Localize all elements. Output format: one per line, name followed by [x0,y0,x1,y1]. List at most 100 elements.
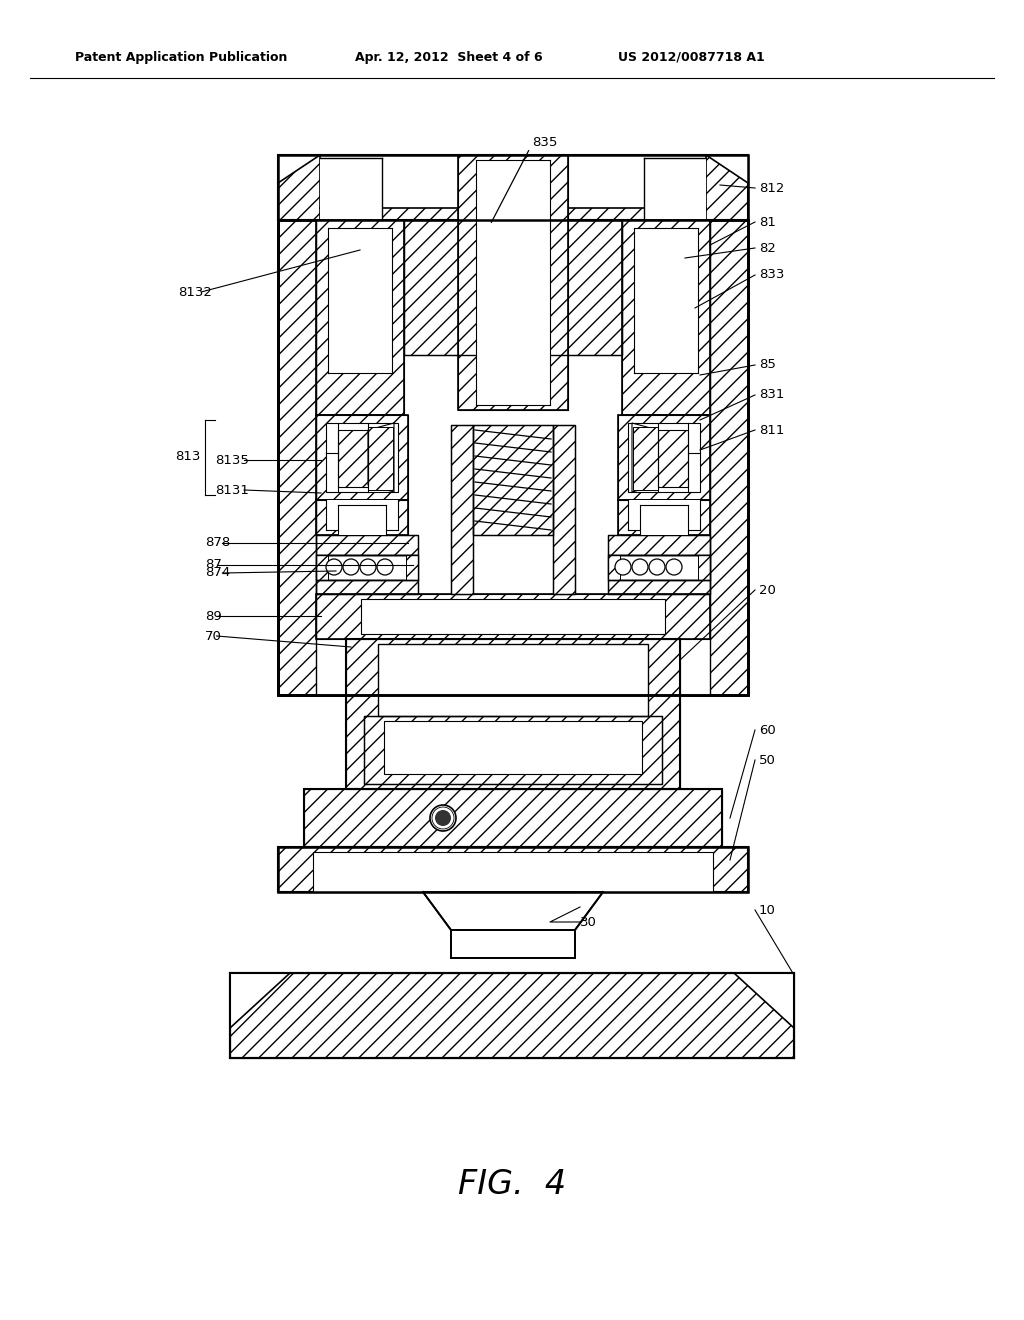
Bar [278,154,748,220]
Bar [319,158,382,220]
Bar [628,500,700,531]
Circle shape [343,558,359,576]
Bar [316,594,710,639]
Bar [338,430,368,487]
Bar [361,599,665,634]
Bar [458,154,568,411]
Bar [451,425,473,594]
Bar [304,789,722,847]
Bar [316,220,404,414]
Bar [644,158,706,220]
Bar [618,500,710,535]
Bar [608,535,710,554]
Circle shape [435,810,451,826]
Bar [316,500,408,535]
Text: Apr. 12, 2012  Sheet 4 of 6: Apr. 12, 2012 Sheet 4 of 6 [355,50,543,63]
Bar [278,220,748,696]
Text: 60: 60 [759,723,776,737]
Text: 8135: 8135 [215,454,249,466]
Bar [458,154,568,411]
Text: 812: 812 [759,181,784,194]
Bar [633,426,658,490]
Text: 70: 70 [205,630,222,643]
Bar [230,973,794,1059]
Text: 30: 30 [580,916,597,928]
Polygon shape [734,973,794,1028]
Bar [326,500,398,531]
Bar [451,425,473,594]
Bar [230,973,794,1059]
Bar [326,422,398,492]
Bar [278,154,748,696]
Bar [451,931,575,958]
Text: 50: 50 [759,754,776,767]
Bar [628,422,700,492]
Bar [451,425,473,594]
Text: US 2012/0087718 A1: US 2012/0087718 A1 [618,50,765,63]
Bar [473,425,553,535]
Text: 82: 82 [759,242,776,255]
Circle shape [326,558,342,576]
Bar [278,220,748,696]
Polygon shape [230,973,290,1028]
Bar [658,430,688,487]
Text: 8132: 8132 [178,285,212,298]
Polygon shape [706,154,748,183]
Text: 835: 835 [532,136,557,149]
Text: 874: 874 [205,566,230,579]
Text: 10: 10 [759,903,776,916]
Bar [364,715,662,784]
Circle shape [632,558,648,576]
Bar [316,220,404,414]
Bar [618,414,710,500]
Polygon shape [632,422,658,492]
Bar [316,535,418,554]
Bar [473,425,553,535]
Text: 89: 89 [205,610,222,623]
Text: 811: 811 [759,424,784,437]
Bar [384,721,642,774]
Bar [364,715,662,784]
Bar [608,535,710,554]
Bar [319,154,706,209]
Polygon shape [575,892,603,931]
Bar [338,506,386,535]
Bar [622,220,710,414]
Bar [316,414,408,500]
Text: 878: 878 [205,536,230,549]
Text: 87: 87 [205,558,222,572]
Bar [618,500,710,535]
Bar [406,554,418,579]
Circle shape [430,805,456,832]
Text: 20: 20 [759,583,776,597]
Bar [378,644,648,715]
Bar [316,579,418,594]
Bar [346,639,680,789]
Bar [316,535,418,554]
Text: 833: 833 [759,268,784,281]
Bar [313,851,713,892]
Bar [338,430,368,487]
Text: 8131: 8131 [215,483,249,496]
Bar [316,554,418,579]
Bar [404,220,622,355]
Bar [608,554,620,579]
Bar [316,554,328,579]
Bar [622,220,710,414]
Bar [278,847,748,892]
Circle shape [649,558,665,576]
Bar [634,228,698,374]
Circle shape [666,558,682,576]
Bar [608,579,710,594]
Polygon shape [278,154,319,183]
Bar [316,414,408,500]
Bar [608,554,710,579]
Bar [346,639,680,789]
Bar [553,425,575,594]
Circle shape [615,558,631,576]
Bar [316,579,418,594]
Bar [278,847,748,892]
Polygon shape [368,422,394,492]
Bar [698,554,710,579]
Bar [640,506,688,535]
